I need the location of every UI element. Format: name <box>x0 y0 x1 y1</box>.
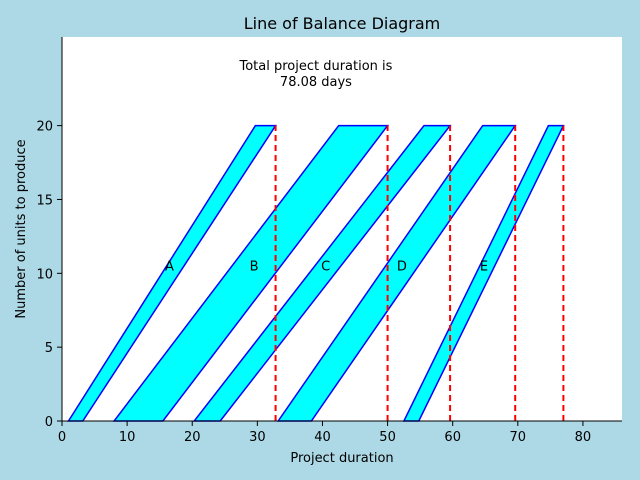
y-tick-label: 15 <box>36 193 53 208</box>
x-tick-label: 20 <box>184 430 201 445</box>
activity-c-label: C <box>321 259 330 274</box>
x-tick-label: 0 <box>58 430 66 445</box>
y-tick-label: 10 <box>36 267 53 282</box>
y-axis-label: Number of units to produce <box>14 139 29 318</box>
y-tick-label: 0 <box>45 415 53 430</box>
x-tick-label: 50 <box>379 430 396 445</box>
annotation-line-1: Total project duration is <box>238 59 392 74</box>
chart-title: Line of Balance Diagram <box>244 14 441 33</box>
activity-d-label: D <box>397 259 407 274</box>
x-tick-label: 70 <box>510 430 527 445</box>
y-tick-label: 20 <box>36 120 53 135</box>
y-tick-label: 5 <box>45 341 53 356</box>
activity-b-label: B <box>250 259 259 274</box>
activity-a-label: A <box>165 259 174 274</box>
x-tick-label: 80 <box>575 430 592 445</box>
x-axis-label: Project duration <box>290 451 393 466</box>
x-tick-label: 10 <box>119 430 136 445</box>
x-tick-label: 30 <box>249 430 266 445</box>
x-tick-label: 40 <box>314 430 331 445</box>
annotation-line-2: 78.08 days <box>280 75 352 90</box>
activity-e-label: E <box>480 259 488 274</box>
x-tick-label: 60 <box>444 430 461 445</box>
